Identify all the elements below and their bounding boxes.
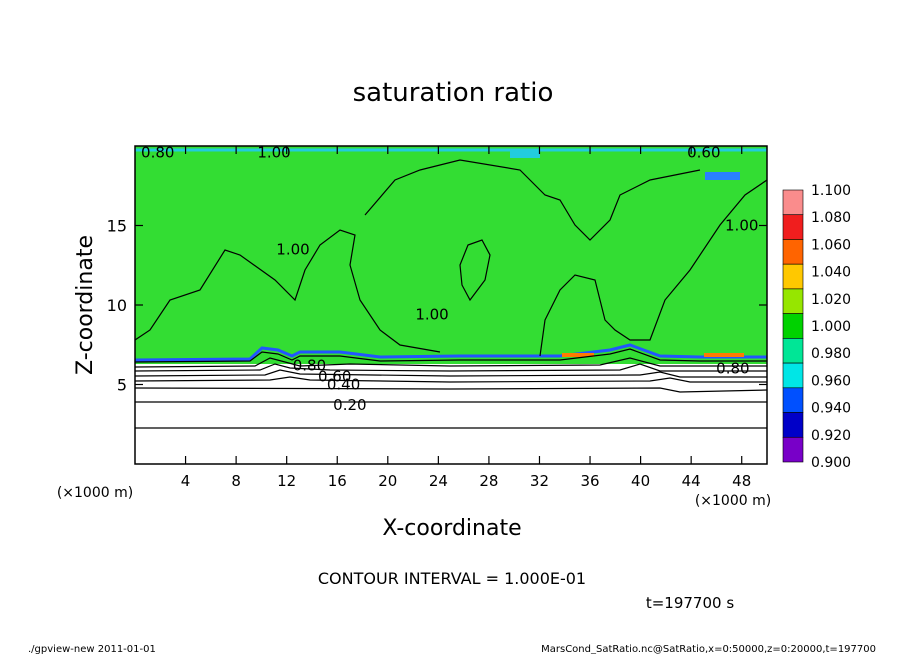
contour-label: 0.60 [318, 368, 351, 386]
drier-patch-1 [705, 172, 740, 180]
colorbar: 1.100 1.080 1.060 1.040 1.020 1.000 0.980 0.960… [782, 183, 851, 471]
colorbar-level-label: 1.040 [811, 265, 851, 281]
contour-lines [134, 159, 768, 429]
contour-label: 1.00 [725, 217, 758, 235]
colorbar-swatch [782, 214, 804, 240]
x-tick-label: 8 [231, 472, 241, 490]
supersaturated-patch-1 [562, 353, 594, 357]
contour-label: 0.60 [687, 143, 720, 161]
colorbar-swatch [782, 263, 804, 290]
footer-left: ./gpview-new 2011-01-01 [28, 644, 156, 654]
colorbar-swatch [782, 189, 804, 216]
colorbar-level-label: 1.000 [811, 319, 851, 335]
footer-right: MarsCond_SatRatio.nc@SatRatio,x=0:50000,… [541, 644, 876, 654]
drier-patch-2 [510, 150, 540, 158]
contour-label: 1.00 [415, 306, 448, 324]
contour-0.60 [134, 363, 767, 372]
x-tick-label: 32 [530, 472, 549, 490]
y-axis-label: Z-coordinate [73, 235, 98, 375]
supersaturated-patch-2 [704, 353, 744, 357]
colorbar-level-label: 1.020 [811, 292, 851, 308]
contour-label: 0.20 [333, 396, 366, 414]
contour-label: 0.40 [327, 376, 360, 394]
colorbar-swatch [782, 338, 804, 364]
x-tick-label: 24 [429, 472, 448, 490]
contour-label: 0.80 [141, 143, 174, 161]
contour-0.80 [134, 348, 767, 363]
contour-interval-text: CONTOUR INTERVAL = 1.000E-01 [318, 569, 586, 588]
y-tick-label: 5 [117, 376, 127, 395]
contour-label-group: 0.80 1.00 0.601.001.001.000.800.600.400.20… [141, 143, 758, 414]
x-axis-label: X-coordinate [382, 516, 521, 541]
colorbar-level-label: 0.920 [811, 428, 851, 444]
contour-label: 1.00 [257, 143, 290, 161]
colorbar-level-label: 0.980 [811, 346, 851, 362]
x-unit-left: (×1000 m) [57, 485, 133, 501]
contour-label: 0.80 [716, 360, 749, 378]
x-tick-label: 28 [479, 472, 498, 490]
contour-1.00-center [364, 159, 701, 241]
undersaturated-edge-band [134, 343, 767, 362]
colorbar-swatch [782, 362, 804, 389]
contour-0.40 [134, 376, 767, 383]
chart-title: saturation ratio [353, 78, 554, 108]
colorbar-swatch [782, 412, 804, 438]
colorbar-swatch [782, 239, 804, 265]
contour-1.00-right [539, 179, 768, 357]
contour-1.00-left [134, 229, 441, 353]
colorbar-swatch [782, 313, 804, 339]
contour-0.30 [134, 387, 768, 393]
saturated-region [135, 146, 767, 360]
colorbar-level-label: 1.080 [811, 210, 851, 226]
colorbar-level-label: 1.100 [811, 183, 851, 199]
x-tick-label: 20 [378, 472, 397, 490]
colorbar-swatch [782, 436, 804, 463]
contour-0.50 [134, 369, 767, 378]
contour-label: 1.00 [276, 240, 309, 258]
x-tick-label: 16 [328, 472, 347, 490]
contour-label: 0.80 [293, 356, 326, 374]
x-unit-right: (×1000 m) [695, 493, 771, 509]
colorbar-swatch [782, 288, 804, 314]
y-tick-label: 10 [107, 296, 127, 315]
x-tick-label: 4 [181, 472, 191, 490]
contour-0.70 [134, 357, 767, 368]
x-tick-label: 12 [277, 472, 296, 490]
colorbar-swatch [782, 387, 804, 413]
colorbar-level-label: 0.940 [811, 401, 851, 417]
contour-1.00-island [459, 239, 491, 302]
x-tick-label: 40 [631, 472, 650, 490]
colorbar-level-label: 0.960 [811, 373, 851, 389]
x-tick-label: 44 [682, 472, 701, 490]
time-text: t=197700 s [646, 594, 734, 612]
plot-area: 0.80 1.00 0.601.001.001.000.800.600.400.20… [134, 143, 768, 465]
x-tick-label: 48 [732, 472, 751, 490]
colorbar-level-label: 1.060 [811, 237, 851, 253]
x-tick-label: 36 [580, 472, 599, 490]
colorbar-level-label: 0.900 [811, 455, 851, 471]
y-tick-label: 15 [107, 217, 127, 236]
